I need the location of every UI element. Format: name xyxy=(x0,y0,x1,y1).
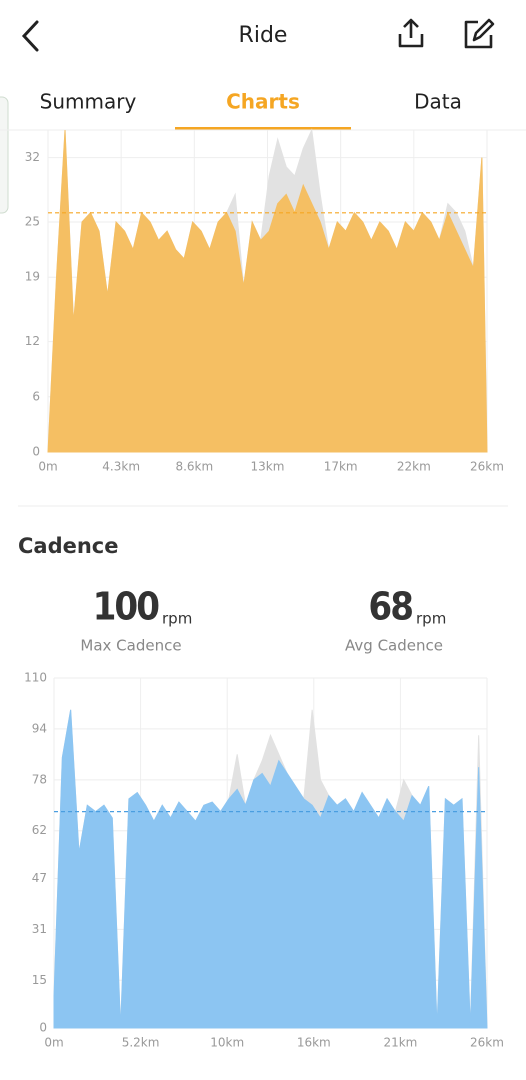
y-tick-label: 19 xyxy=(25,270,40,284)
x-tick-label: 10km xyxy=(210,1036,244,1050)
y-tick-label: 47 xyxy=(32,871,47,885)
x-tick-label: 4.3km xyxy=(102,460,140,474)
y-tick-label: 0 xyxy=(39,1021,47,1035)
area-series xyxy=(53,709,488,1029)
edit-button[interactable] xyxy=(464,18,495,49)
y-tick-label: 0 xyxy=(32,445,40,459)
y-tick-label: 94 xyxy=(32,721,47,735)
area-series xyxy=(47,129,488,453)
stat-label: Max Cadence xyxy=(80,637,181,655)
stat-unit: rpm xyxy=(416,610,446,628)
y-tick-label: 78 xyxy=(32,772,47,786)
section-title: Cadence xyxy=(18,534,119,558)
x-tick-label: 26km xyxy=(470,460,504,474)
y-tick-label: 31 xyxy=(32,922,47,936)
stat-unit: rpm xyxy=(162,610,192,628)
x-tick-label: 21km xyxy=(383,1036,417,1050)
share-button[interactable] xyxy=(398,18,424,48)
y-tick-label: 62 xyxy=(32,823,47,837)
back-button[interactable] xyxy=(21,20,39,52)
y-tick-label: 110 xyxy=(24,671,47,685)
stat-label: Avg Cadence xyxy=(345,637,443,655)
x-tick-label: 0m xyxy=(44,1036,63,1050)
tab-indicator xyxy=(175,127,351,130)
tab[interactable]: Charts xyxy=(226,90,300,114)
x-tick-label: 0m xyxy=(38,460,57,474)
x-tick-label: 8.6km xyxy=(175,460,213,474)
x-tick-label: 26km xyxy=(470,1036,504,1050)
y-tick-label: 25 xyxy=(25,215,40,229)
screen-title: Ride xyxy=(239,23,288,48)
stat-value: 100 xyxy=(93,585,160,629)
x-tick-label: 22km xyxy=(397,460,431,474)
stat-value: 68 xyxy=(368,585,412,629)
charts: 0 6 12 19 25 32 0m 4.3km 8.6km 13km 17km 22km 26km 0 1… xyxy=(24,128,504,1050)
y-tick-label: 32 xyxy=(25,150,40,164)
y-tick-label: 6 xyxy=(32,389,40,403)
y-tick-label: 15 xyxy=(32,973,47,987)
tab-bar: Summary Charts Data xyxy=(40,90,462,130)
y-tick-label: 12 xyxy=(25,334,40,348)
x-tick-label: 13km xyxy=(251,460,285,474)
x-tick-label: 5.2km xyxy=(122,1036,160,1050)
x-tick-label: 17km xyxy=(324,460,358,474)
side-handle[interactable] xyxy=(0,96,9,214)
tab[interactable]: Data xyxy=(414,90,462,114)
tab[interactable]: Summary xyxy=(40,90,137,114)
x-tick-label: 16km xyxy=(297,1036,331,1050)
